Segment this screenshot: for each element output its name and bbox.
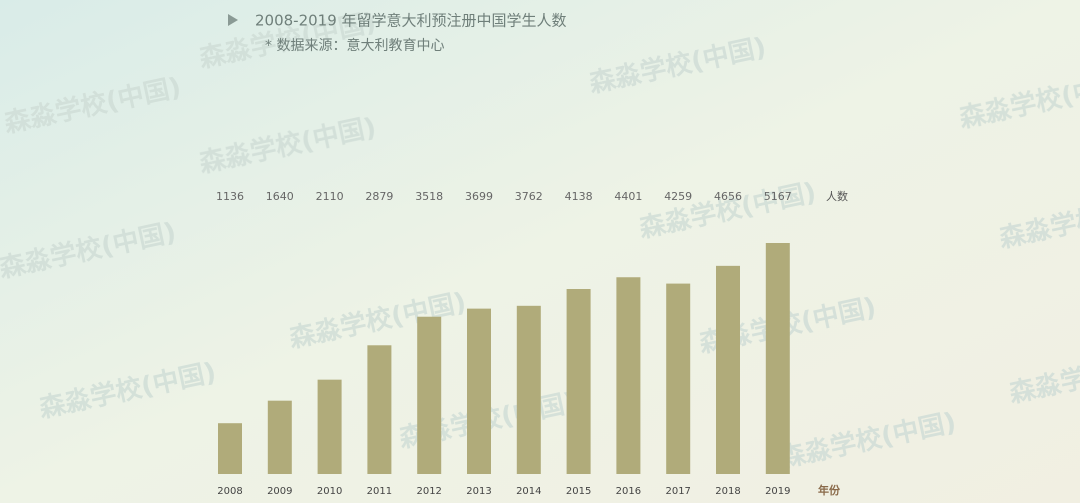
x-tick-label: 2016 — [616, 486, 641, 497]
bar — [666, 283, 691, 474]
x-tick-label: 2019 — [765, 486, 790, 497]
value-label: 4656 — [714, 190, 742, 203]
x-tick-label: 2011 — [367, 486, 392, 497]
bullet-icon — [228, 14, 238, 26]
x-tick-label: 2010 — [317, 486, 342, 497]
value-label: 2110 — [316, 190, 344, 203]
bar — [566, 289, 591, 474]
x-tick-label: 2009 — [267, 486, 292, 497]
value-label: 1640 — [266, 190, 294, 203]
bar — [516, 305, 541, 474]
value-label: 3518 — [415, 190, 443, 203]
bar — [367, 345, 392, 474]
value-label: 3699 — [465, 190, 493, 203]
value-axis-label: 人数 — [826, 190, 848, 203]
bar — [765, 243, 790, 474]
bar — [317, 379, 342, 474]
value-label: 2879 — [365, 190, 393, 203]
value-label: 5167 — [764, 190, 792, 203]
x-tick-label: 2008 — [217, 486, 242, 497]
x-tick-label: 2014 — [516, 486, 541, 497]
x-tick-label: 2018 — [715, 486, 740, 497]
value-label: 4138 — [565, 190, 593, 203]
value-label: 1136 — [216, 190, 244, 203]
value-label: 4401 — [614, 190, 642, 203]
chart-title: 2008-2019 年留学意大利预注册中国学生人数 — [255, 12, 567, 30]
bar — [267, 400, 292, 474]
chart-subtitle: * 数据来源：意大利教育中心 — [265, 37, 444, 54]
x-axis-label: 年份 — [818, 483, 841, 497]
x-tick-label: 2015 — [566, 486, 591, 497]
bar — [716, 265, 740, 474]
x-tick-label: 2013 — [466, 486, 491, 497]
bar — [616, 277, 641, 474]
x-tick-label: 2012 — [416, 486, 441, 497]
value-label: 3762 — [515, 190, 543, 203]
bar — [218, 423, 242, 474]
bar — [467, 308, 491, 474]
value-label: 4259 — [664, 190, 692, 203]
bar — [417, 316, 442, 474]
x-tick-label: 2017 — [665, 486, 690, 497]
